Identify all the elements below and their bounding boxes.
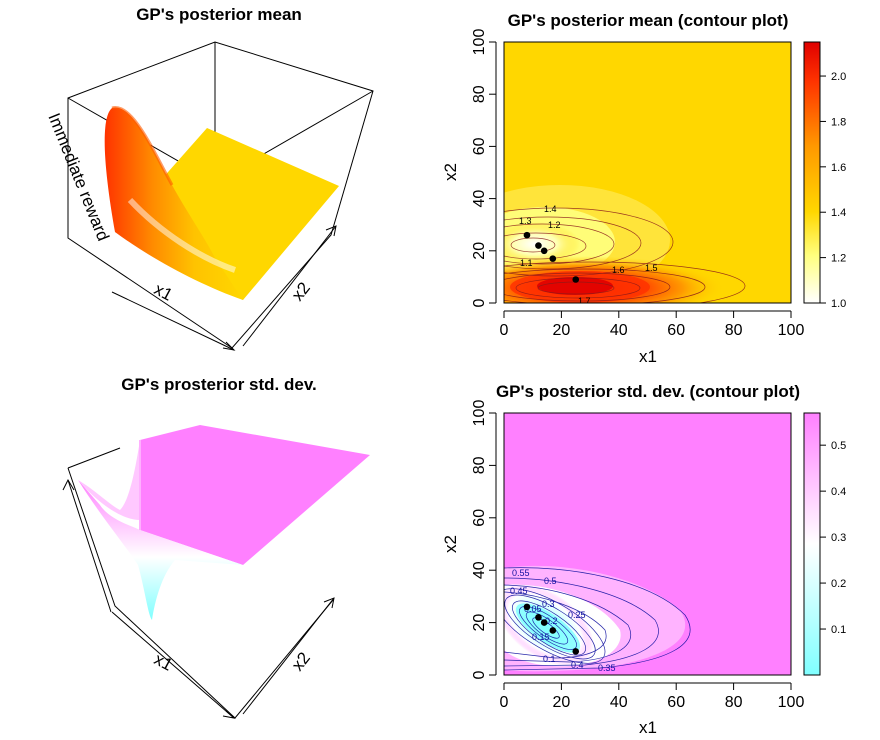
mean-surface-axis-arrows [111, 225, 337, 351]
sd-surface-axis-arrows [62, 478, 335, 719]
mean-contour-label: 1.4 [544, 204, 557, 214]
sd-contour-label: 0.3 [542, 599, 555, 609]
colorbar-tick-label: 1.0 [831, 298, 846, 310]
sd-contour-label: 0.15 [532, 632, 550, 642]
sample-point [535, 614, 542, 621]
x-tick-label: 20 [553, 322, 571, 339]
colorbar-tick-label: 1.8 [831, 116, 846, 128]
sd-contour-ylabel: x2 [441, 535, 460, 553]
x-tick-label: 60 [667, 322, 685, 339]
y-tick-label: 80 [471, 456, 488, 474]
sd-contour-label: 0.5 [544, 576, 557, 586]
colorbar-tick-label: 1.4 [831, 207, 846, 219]
mean-contour-label: 1.1 [520, 258, 533, 268]
y-tick-label: 40 [471, 190, 488, 208]
colorbar-tick-label: 0.4 [831, 486, 846, 498]
sd-contour-axes: 0 20 40 60 80 100 0 20 40 60 80 100 [471, 400, 804, 711]
sd-colorbar-ticks: 0.1 0.2 0.3 0.4 0.5 [820, 440, 846, 636]
colorbar-tick-label: 1.2 [831, 253, 846, 265]
y-tick-label: 0 [471, 670, 488, 679]
sd-contour-label: 0.2 [545, 616, 558, 626]
sample-point [549, 255, 557, 262]
x-tick-label: 40 [610, 322, 628, 339]
sample-point [572, 276, 580, 283]
sd-surface-box [67, 447, 334, 719]
y-tick-label: 80 [471, 85, 488, 103]
colorbar-tick-label: 0.1 [831, 624, 846, 636]
mean-contour-title: GP's posterior mean (contour plot) [508, 11, 789, 30]
x-tick-label: 100 [778, 322, 805, 339]
sd-contour-label: 0.55 [512, 568, 530, 578]
mean-contour-label: 1.2 [548, 220, 561, 230]
mean-surface [104, 106, 339, 300]
mean-contour-axes: 0 20 40 60 80 100 0 20 40 60 80 100 [471, 29, 804, 339]
sd-contour-label: 0.45 [510, 586, 528, 596]
mean-contour-labels: 1.4 1.3 1.2 1.1 1.5 1.6 1.7 [519, 204, 658, 306]
y-tick-label: 60 [471, 509, 488, 527]
sd-contour-points [523, 603, 580, 655]
sd-contour-xlabel: x1 [639, 718, 657, 737]
sample-point [549, 627, 557, 634]
colorbar-tick-label: 2.0 [831, 71, 846, 83]
x-tick-label: 80 [725, 322, 743, 339]
colorbar-tick-label: 0.2 [831, 578, 846, 590]
sample-point [523, 603, 531, 611]
sample-point [540, 619, 548, 626]
sample-point [540, 247, 548, 255]
colorbar-tick-label: 0.3 [831, 532, 846, 544]
sd-surface [78, 425, 370, 620]
colorbar-tick-label: 1.6 [831, 162, 846, 174]
sd-surface-title: GP's prosterior std. dev. [121, 375, 317, 394]
mean-surface-panel: GP's posterior mean x1 x2 Immediate rewa… [44, 5, 374, 351]
x-tick-label: 0 [500, 694, 509, 711]
sample-point [535, 242, 542, 249]
mean-contour-label: 1.7 [578, 296, 591, 306]
sd-colorbar: 0.1 0.2 0.3 0.4 0.5 [803, 412, 846, 676]
y-tick-label: 100 [471, 400, 488, 427]
y-tick-label: 60 [471, 137, 488, 155]
mean-contour-xlabel: x1 [639, 347, 657, 366]
mean-surface-title: GP's posterior mean [136, 5, 302, 24]
mean-colorbar: 1.0 1.2 1.4 1.6 1.8 2.0 [803, 41, 846, 310]
sd-contour-label: 0.35 [598, 663, 616, 673]
mean-contour-points [523, 231, 580, 283]
y-tick-label: 100 [471, 29, 488, 56]
sd-contour-labels: 0.55 0.5 0.45 0.4 0.35 0.3 0.25 0.2 0.15… [510, 568, 616, 673]
sd-contour-label: 0.25 [568, 610, 586, 620]
sample-point [572, 648, 580, 655]
mean-contour-plot-area: 1.4 1.3 1.2 1.1 1.5 1.6 1.7 [503, 41, 792, 306]
sample-point [523, 231, 531, 239]
mean-contour-panel: GP's posterior mean (contour plot) [441, 11, 846, 366]
mean-surface-xlabel: x1 [151, 279, 176, 304]
sd-contour-label: 0.4 [571, 660, 584, 670]
sd-contour-plot-area: 0.55 0.5 0.45 0.4 0.35 0.3 0.25 0.2 0.15… [503, 412, 792, 676]
y-tick-label: 20 [471, 614, 488, 632]
y-tick-label: 40 [471, 561, 488, 579]
mean-contour-label: 1.6 [612, 265, 625, 275]
x-tick-label: 60 [667, 694, 685, 711]
mean-contour-label: 1.3 [519, 216, 532, 226]
colorbar-tick-label: 0.5 [831, 440, 846, 452]
y-tick-label: 0 [471, 298, 488, 307]
x-tick-label: 20 [553, 694, 571, 711]
mean-colorbar-ticks: 1.0 1.2 1.4 1.6 1.8 2.0 [820, 71, 846, 310]
sd-contour-label: 0.1 [543, 654, 556, 664]
sd-contour-panel: GP's posterior std. dev. (contour plot) [441, 382, 846, 737]
mean-contour-label: 1.5 [645, 263, 658, 273]
sd-contour-label: 0.05 [524, 604, 542, 614]
x-tick-label: 100 [778, 694, 805, 711]
y-tick-label: 20 [471, 242, 488, 260]
x-tick-label: 80 [725, 694, 743, 711]
sd-surface-xlabel: x1 [151, 649, 176, 674]
mean-contour-ylabel: x2 [441, 163, 460, 181]
x-tick-label: 0 [500, 322, 509, 339]
sd-surface-panel: GP's prosterior std. dev. x1 x2 [62, 375, 370, 719]
sd-contour-title: GP's posterior std. dev. (contour plot) [496, 382, 800, 401]
mean-surface-zlabel: Immediate reward [44, 110, 113, 243]
x-tick-label: 40 [610, 694, 628, 711]
